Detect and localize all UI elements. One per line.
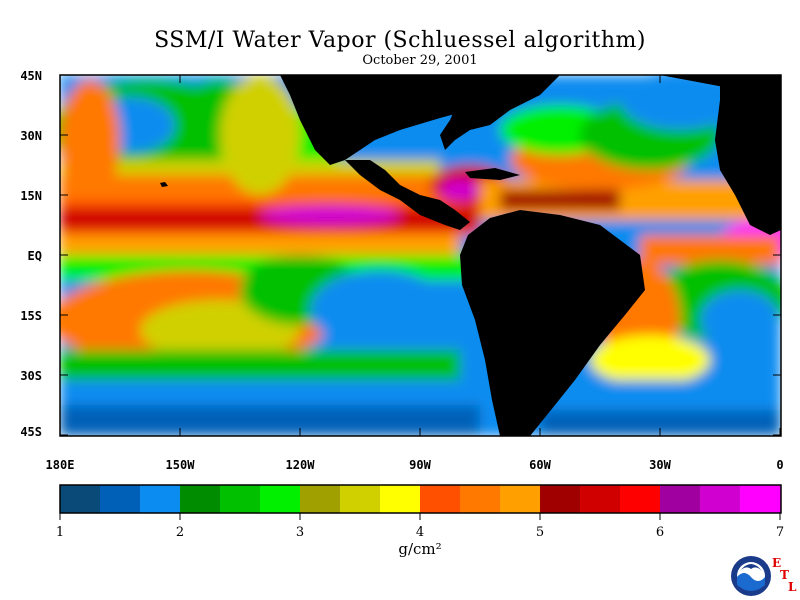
lon-label-90w: 90W	[409, 458, 431, 472]
map-date: October 29, 2001	[362, 53, 478, 68]
colorbar-swatch	[700, 485, 741, 513]
etl-letter-l: L	[788, 580, 797, 594]
lon-label-60w: 60W	[529, 458, 551, 472]
colorbar-swatch	[500, 485, 541, 513]
colorbar-label-3: 3	[295, 525, 305, 540]
lat-label-15n: 15N	[20, 189, 42, 203]
etl-letter-e: E	[772, 556, 782, 570]
lat-label-30s: 30S	[20, 369, 42, 383]
colorbar-swatch	[620, 485, 661, 513]
colorbar-swatch	[660, 485, 701, 513]
colorbar-swatch	[60, 485, 101, 513]
colorbar-swatch	[740, 485, 781, 513]
colorbar-swatch	[100, 485, 141, 513]
land-masses	[160, 75, 781, 436]
lat-ticks	[60, 74, 781, 436]
colorbar-swatch	[540, 485, 581, 513]
colorbar-label-1: 1	[55, 525, 65, 540]
colorbar-swatch	[460, 485, 501, 513]
lat-label-eq: EQ	[27, 249, 42, 263]
map-field	[60, 75, 781, 436]
lon-label-0: 0	[776, 458, 784, 472]
lon-ticks	[59, 75, 781, 436]
lon-label-120w: 120W	[285, 458, 315, 472]
lat-label-45n: 45N	[20, 69, 42, 83]
colorbar-label-4: 4	[415, 525, 425, 540]
colorbar-swatch	[220, 485, 261, 513]
colorbar-label-5: 5	[535, 525, 545, 540]
lon-label-150w: 150W	[165, 458, 195, 472]
colorbar-label-6: 6	[655, 525, 665, 540]
colorbar-swatch	[580, 485, 621, 513]
colorbar	[60, 485, 781, 513]
colorbar-swatch	[340, 485, 381, 513]
colorbar-swatch	[260, 485, 301, 513]
lon-label-30w: 30W	[649, 458, 671, 472]
colorbar-swatch	[380, 485, 421, 513]
colorbar-swatch	[300, 485, 341, 513]
map-title: SSM/I Water Vapor (Schluessel algorithm)	[154, 28, 646, 53]
colorbar-label-2: 2	[175, 525, 185, 540]
noaa-logo-icon	[731, 556, 771, 596]
colorbar-swatch	[140, 485, 181, 513]
colorbar-units: g/cm²	[398, 540, 442, 558]
colorbar-label-7: 7	[775, 525, 785, 540]
lat-label-15s: 15S	[20, 309, 42, 323]
colorbar-swatch	[180, 485, 221, 513]
colorbar-swatch	[420, 485, 461, 513]
lat-label-45s: 45S	[20, 425, 42, 439]
colorbar-ticks	[59, 513, 781, 520]
lon-label-180e: 180E	[45, 458, 75, 472]
lat-label-30n: 30N	[20, 129, 42, 143]
etl-letter-t: T	[780, 568, 789, 582]
